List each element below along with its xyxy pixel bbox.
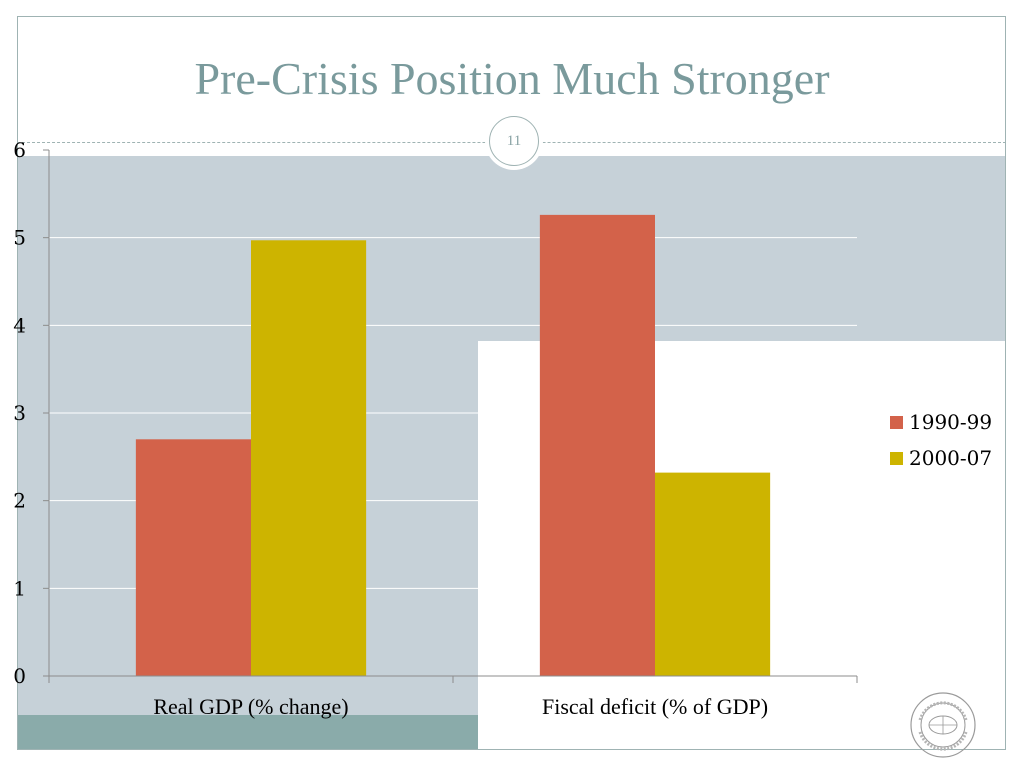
legend-item-series-2: 2000-07	[890, 440, 992, 476]
y-tick-label-1: 1	[13, 576, 26, 600]
legend-swatch-series-1	[890, 415, 903, 429]
bar-2-series-2	[655, 472, 771, 676]
legend-label-series-2: 2000-07	[909, 446, 993, 470]
accent-strip	[17, 715, 478, 750]
x-tick-label-2: Fiscal deficit (% of GDP)	[542, 694, 768, 719]
seal-icon	[910, 692, 976, 758]
page-number-badge: 11	[485, 112, 543, 170]
slide-frame	[17, 16, 1006, 750]
y-tick-label-6: 6	[13, 138, 26, 162]
y-tick-label-3: 3	[13, 401, 26, 425]
background-band-top	[17, 156, 1006, 341]
y-tick-label-2: 2	[13, 489, 26, 513]
y-tick-label-5: 5	[13, 226, 26, 250]
slide-title: Pre-Crisis Position Much Stronger	[194, 53, 830, 104]
y-tick-label-0: 0	[13, 664, 26, 688]
bar-2-series-1	[539, 214, 655, 676]
legend-item-series-1: 1990-99	[890, 404, 992, 440]
chart-legend: 1990-99 2000-07	[890, 404, 992, 476]
y-tick-label-4: 4	[13, 313, 26, 337]
legend-swatch-series-2	[890, 451, 903, 465]
page-number: 11	[489, 116, 539, 166]
bar-1-series-2	[251, 240, 367, 676]
legend-label-series-1: 1990-99	[909, 410, 993, 434]
x-tick-label-1: Real GDP (% change)	[153, 694, 348, 719]
bar-1-series-1	[135, 439, 251, 676]
